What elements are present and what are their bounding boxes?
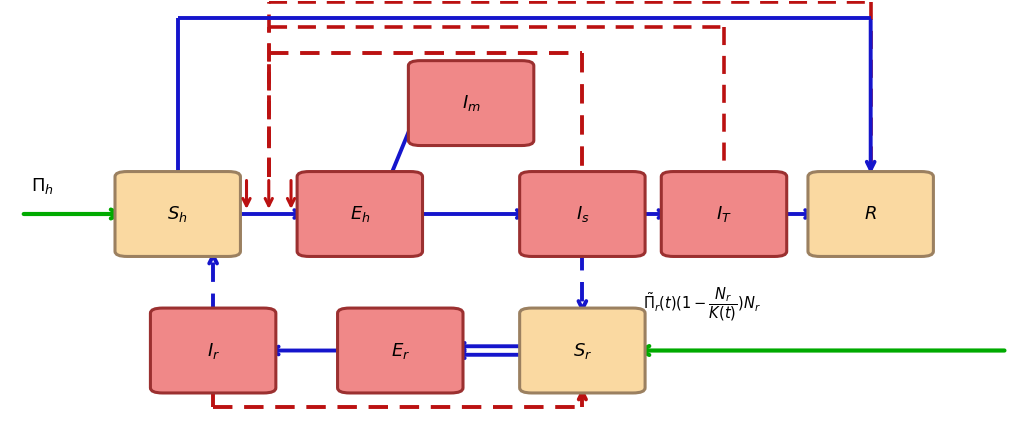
Text: $S_h$: $S_h$ — [167, 204, 188, 224]
FancyBboxPatch shape — [661, 172, 787, 256]
FancyBboxPatch shape — [150, 308, 276, 393]
Text: $I_T$: $I_T$ — [716, 204, 732, 224]
Text: $\tilde{\Pi}_r(t)(1-\dfrac{N_r}{K(t)})N_r$: $\tilde{\Pi}_r(t)(1-\dfrac{N_r}{K(t)})N_… — [643, 285, 761, 323]
Text: $I_s$: $I_s$ — [575, 204, 590, 224]
FancyBboxPatch shape — [337, 308, 463, 393]
FancyBboxPatch shape — [408, 61, 534, 146]
Text: $I_r$: $I_r$ — [207, 341, 220, 360]
Text: $E_r$: $E_r$ — [391, 341, 410, 360]
Text: $\Pi_h$: $\Pi_h$ — [31, 175, 54, 196]
Text: $I_m$: $I_m$ — [462, 93, 480, 113]
FancyBboxPatch shape — [297, 172, 422, 256]
FancyBboxPatch shape — [520, 308, 645, 393]
FancyBboxPatch shape — [520, 172, 645, 256]
Text: $E_h$: $E_h$ — [349, 204, 370, 224]
FancyBboxPatch shape — [115, 172, 240, 256]
FancyBboxPatch shape — [808, 172, 933, 256]
Text: $S_r$: $S_r$ — [572, 341, 592, 360]
Text: $R$: $R$ — [864, 205, 877, 223]
